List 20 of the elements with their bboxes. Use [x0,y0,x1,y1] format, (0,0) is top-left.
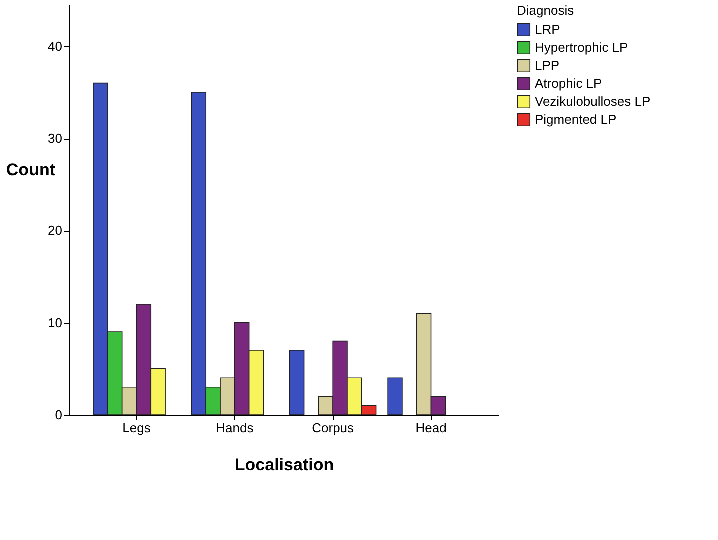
y-tick-label: 10 [48,315,62,330]
bar [388,378,403,416]
x-axis-title: Localisation [234,456,334,474]
legend-title: Diagnosis [517,3,575,18]
legend-label: Vezikulobulloses LP [535,94,651,109]
legend-label: Atrophic LP [535,76,602,91]
y-axis-title: Count [6,160,56,180]
x-tick-label: Hands [216,420,254,436]
legend-label: LPP [535,58,560,73]
y-tick-label: 40 [48,38,62,54]
legend-label: Pigmented LP [535,112,617,127]
y-tick-label: 30 [48,131,62,146]
x-tick-label: Legs [122,420,152,436]
legend-label: LRP [535,22,560,37]
y-tick-label: 0 [55,408,62,422]
y-tick-label: 20 [48,223,62,238]
x-tick-label: Head [416,420,447,436]
x-tick-label: Corpus [312,420,355,436]
legend-label: Hypertrophic LP [535,40,628,55]
bar [289,350,305,416]
